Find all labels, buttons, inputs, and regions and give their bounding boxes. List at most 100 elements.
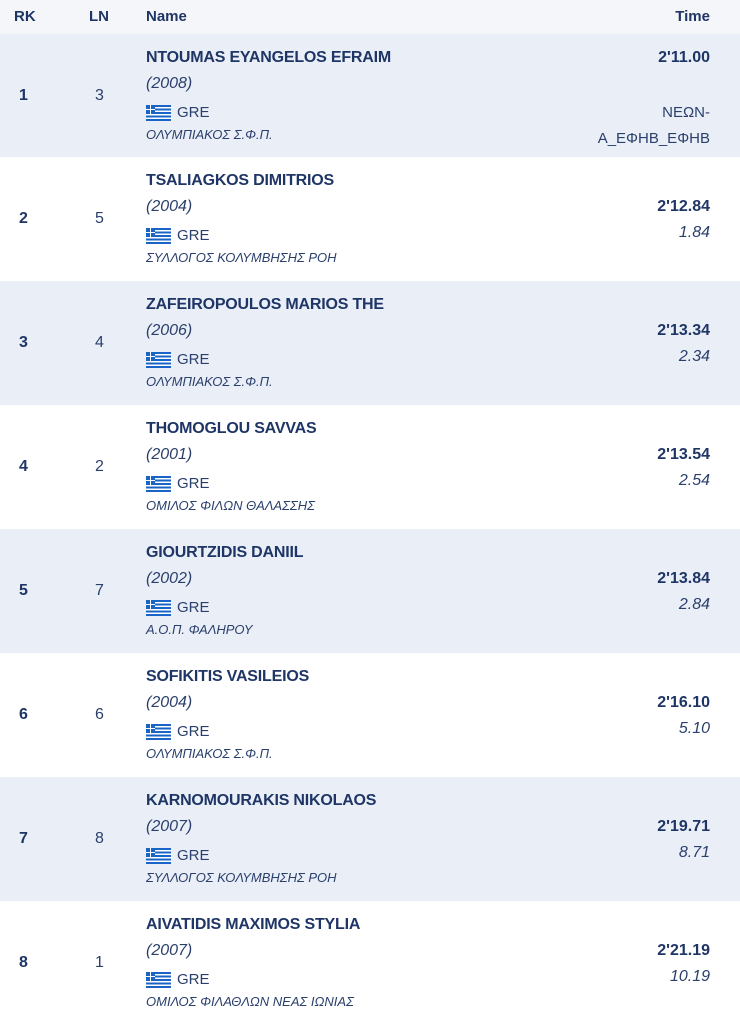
header-rank[interactable]: RK <box>14 8 36 25</box>
club-name[interactable]: ΟΜΙΛΟΣ ΦΙΛΑΘΛΩΝ ΝΕΑΣ ΙΩΝΙΑΣ <box>146 994 354 1009</box>
rank-cell: 5 <box>19 582 28 599</box>
time-behind: 2.84 <box>678 596 710 613</box>
swim-time: 2'12.84 <box>657 198 710 215</box>
table-row[interactable]: 1 3 NTOUMAS EYANGELOS EFRAIM (2008) GRE … <box>0 34 740 157</box>
record-label-1: ΝΕΩΝ- <box>662 104 710 121</box>
nation-code: GRE <box>177 104 210 121</box>
rank-cell: 8 <box>19 954 28 971</box>
club-name[interactable]: ΣΥΛΛΟΓΟΣ ΚΟΛΥΜΒΗΣΗΣ ΡΟΗ <box>146 870 337 885</box>
athlete-name[interactable]: NTOUMAS EYANGELOS EFRAIM <box>146 49 392 66</box>
nation: GRE <box>146 100 391 126</box>
table-row[interactable]: 3 4 ZAFEIROPOULOS MARIOS THE (2006) GRE … <box>0 281 740 405</box>
club-name[interactable]: ΟΜΙΛΟΣ ΦΙΛΩΝ ΘΑΛΑΣΣΗΣ <box>146 498 315 513</box>
athlete-name[interactable]: GIOURTZIDIS DANIIL <box>146 544 304 561</box>
time-behind: 10.19 <box>669 968 710 985</box>
club-name[interactable]: ΣΥΛΛΟΓΟΣ ΚΟΛΥΜΒΗΣΗΣ ΡΟΗ <box>146 250 337 265</box>
birth-year: (2006) <box>146 322 193 339</box>
greece-flag-icon <box>146 476 171 492</box>
time-behind: 5.10 <box>678 720 710 737</box>
athlete-name[interactable]: ZAFEIROPOULOS MARIOS THE <box>146 296 384 313</box>
time-cell: 2'19.71 8.71 <box>657 791 710 863</box>
nation: GRE <box>146 843 376 869</box>
nation-code: GRE <box>177 351 210 368</box>
birth-year: (2007) <box>146 942 193 959</box>
birth-year: (2001) <box>146 446 193 463</box>
table-row[interactable]: 8 1 AIVATIDIS MAXIMOS STYLIA (2007) GRE … <box>0 901 740 1024</box>
swim-time: 2'16.10 <box>657 694 710 711</box>
swim-time: 2'13.34 <box>657 322 710 339</box>
nation-code: GRE <box>177 971 210 988</box>
lane-cell: 3 <box>95 86 104 104</box>
nation-code: GRE <box>177 227 210 244</box>
greece-flag-icon <box>146 105 171 121</box>
birth-year: (2002) <box>146 570 193 587</box>
greece-flag-icon <box>146 228 171 244</box>
rank-cell: 2 <box>19 210 28 227</box>
lane-cell: 6 <box>95 706 104 723</box>
swim-time: 2'11.00 <box>658 49 710 66</box>
header-name[interactable]: Name <box>146 8 187 25</box>
rank-cell: 1 <box>19 86 28 104</box>
time-behind: 8.71 <box>678 844 710 861</box>
nation-code: GRE <box>177 847 210 864</box>
nation: GRE <box>146 595 303 621</box>
rank-cell: 4 <box>19 458 28 475</box>
table-row[interactable]: 6 6 SOFIKITIS VASILEIOS (2004) GRE ΟΛΥΜΠ… <box>0 653 740 777</box>
header-lane[interactable]: LN <box>89 8 109 25</box>
club-name[interactable]: ΟΛΥΜΠΙΑΚΟΣ Σ.Φ.Π. <box>146 746 273 761</box>
record-label-2: Α_ΕΦΗΒ_ΕΦΗΒ <box>597 130 710 147</box>
time-behind: 1.84 <box>678 224 710 241</box>
club-name[interactable]: ΟΛΥΜΠΙΑΚΟΣ Σ.Φ.Π. <box>146 127 273 142</box>
athlete-info: GIOURTZIDIS DANIIL (2002) GRE Α.Ο.Π. ΦΑΛ… <box>146 543 303 641</box>
time-cell: 2'12.84 1.84 <box>657 171 710 243</box>
table-row[interactable]: 7 8 KARNOMOURAKIS NIKOLAOS (2007) GRE ΣΥ… <box>0 777 740 901</box>
athlete-info: THOMOGLOU SAVVAS (2001) GRE ΟΜΙΛΟΣ ΦΙΛΩΝ… <box>146 419 317 517</box>
time-behind: 2.34 <box>678 348 710 365</box>
table-header: RK LN Name Time <box>0 0 740 34</box>
nation: GRE <box>146 347 384 373</box>
table-row[interactable]: 4 2 THOMOGLOU SAVVAS (2001) GRE ΟΜΙΛΟΣ Φ… <box>0 405 740 529</box>
time-cell: 2'13.54 2.54 <box>657 419 710 491</box>
rank-cell: 7 <box>19 830 28 847</box>
athlete-info: AIVATIDIS MAXIMOS STYLIA (2007) GRE ΟΜΙΛ… <box>146 915 360 1013</box>
birth-year: (2007) <box>146 818 193 835</box>
club-name[interactable]: Α.Ο.Π. ΦΑΛΗΡΟΥ <box>146 622 253 637</box>
time-cell: 2'13.34 2.34 <box>657 295 710 367</box>
athlete-name[interactable]: SOFIKITIS VASILEIOS <box>146 668 310 685</box>
lane-cell: 4 <box>95 334 104 351</box>
time-cell: 2'11.00 ΝΕΩΝ- Α_ΕΦΗΒ_ΕΦΗΒ <box>598 48 710 152</box>
athlete-info: KARNOMOURAKIS NIKOLAOS (2007) GRE ΣΥΛΛΟΓ… <box>146 791 376 889</box>
birth-year: (2008) <box>146 75 193 92</box>
lane-cell: 1 <box>95 954 104 971</box>
lane-cell: 7 <box>95 582 104 599</box>
header-time[interactable]: Time <box>675 8 710 25</box>
athlete-info: TSALIAGKOS DIMITRIOS (2004) GRE ΣΥΛΛΟΓΟΣ… <box>146 171 337 269</box>
time-cell: 2'13.84 2.84 <box>657 543 710 615</box>
nation-code: GRE <box>177 723 210 740</box>
nation: GRE <box>146 719 309 745</box>
nation-code: GRE <box>177 475 210 492</box>
rank-cell: 6 <box>19 706 28 723</box>
nation: GRE <box>146 471 316 497</box>
birth-year: (2004) <box>146 694 193 711</box>
athlete-info: SOFIKITIS VASILEIOS (2004) GRE ΟΛΥΜΠΙΑΚΟ… <box>146 667 309 765</box>
greece-flag-icon <box>146 600 171 616</box>
nation: GRE <box>146 223 337 249</box>
athlete-name[interactable]: TSALIAGKOS DIMITRIOS <box>146 172 335 189</box>
nation: GRE <box>146 967 360 993</box>
athlete-name[interactable]: THOMOGLOU SAVVAS <box>146 420 317 437</box>
greece-flag-icon <box>146 848 171 864</box>
rank-cell: 3 <box>19 334 28 351</box>
athlete-name[interactable]: KARNOMOURAKIS NIKOLAOS <box>146 792 377 809</box>
table-row[interactable]: 5 7 GIOURTZIDIS DANIIL (2002) GRE Α.Ο.Π.… <box>0 529 740 653</box>
swim-time: 2'21.19 <box>657 942 710 959</box>
nation-code: GRE <box>177 599 210 616</box>
lane-cell: 5 <box>95 210 104 227</box>
athlete-info: NTOUMAS EYANGELOS EFRAIM (2008) GRE ΟΛΥΜ… <box>146 48 391 146</box>
lane-cell: 2 <box>95 458 104 475</box>
athlete-name[interactable]: AIVATIDIS MAXIMOS STYLIA <box>146 916 361 933</box>
club-name[interactable]: ΟΛΥΜΠΙΑΚΟΣ Σ.Φ.Π. <box>146 374 273 389</box>
table-row[interactable]: 2 5 TSALIAGKOS DIMITRIOS (2004) GRE ΣΥΛΛ… <box>0 157 740 281</box>
time-cell: 2'21.19 10.19 <box>657 915 710 987</box>
